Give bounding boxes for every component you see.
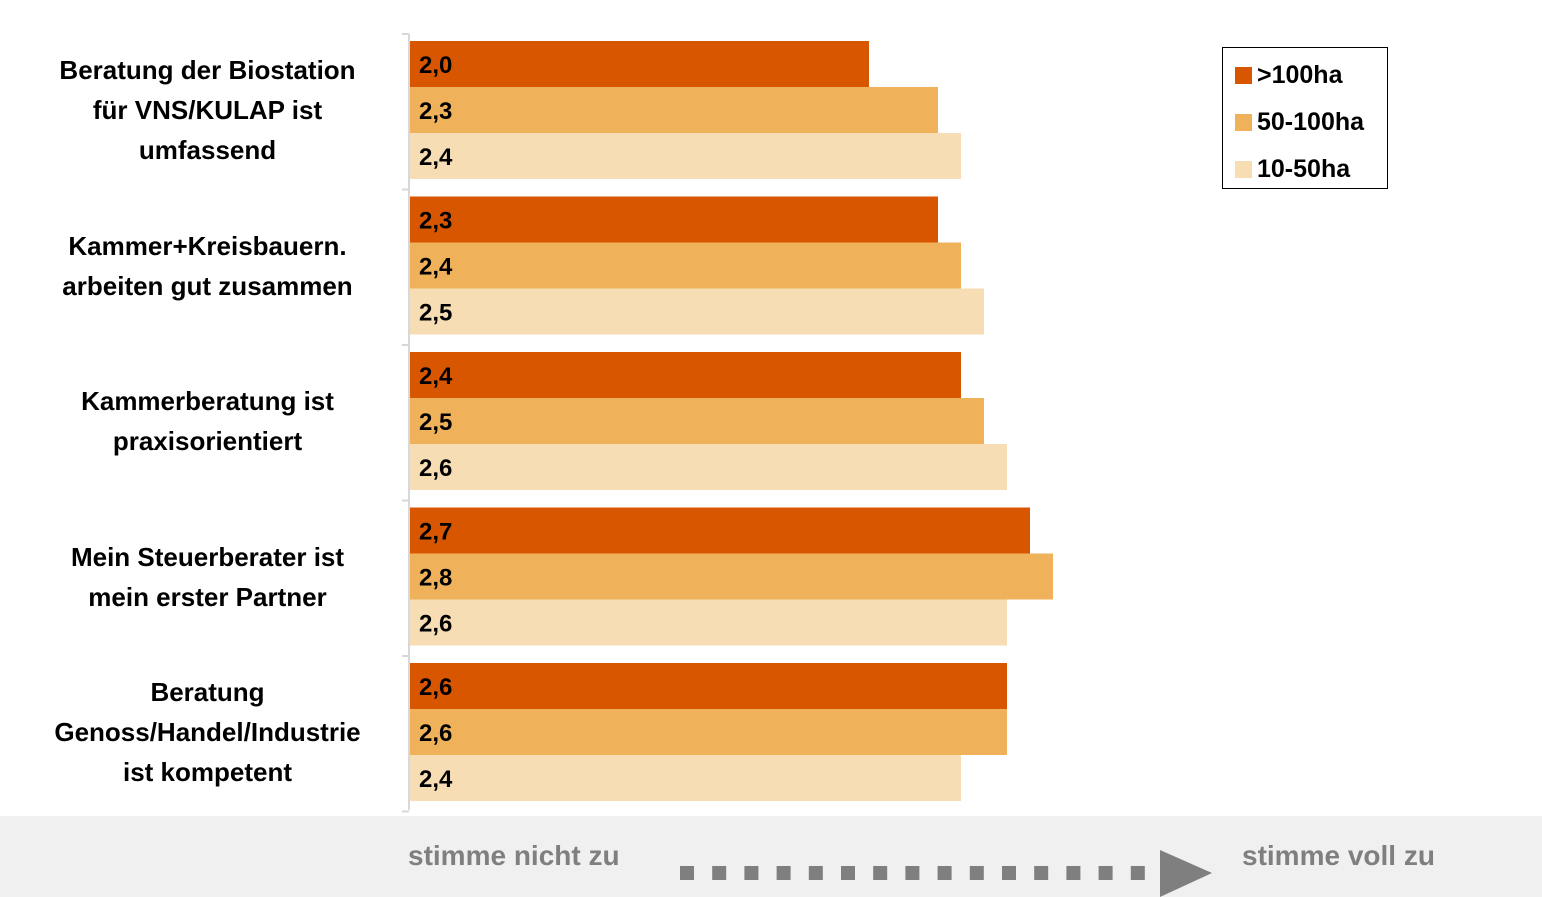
category-label-line: arbeiten gut zusammen xyxy=(62,270,353,301)
category-label-line: Kammerberatung ist xyxy=(81,386,334,416)
data-label-4-2: 2,8 xyxy=(419,565,452,592)
bar-3-1 xyxy=(409,352,961,398)
data-label-2-3: 2,5 xyxy=(419,300,452,327)
data-label-1-1: 2,0 xyxy=(419,52,452,79)
data-label-5-2: 2,6 xyxy=(419,720,452,747)
scale-arrow-dash xyxy=(841,866,855,880)
data-label-5-1: 2,6 xyxy=(419,674,452,701)
bar-1-3 xyxy=(409,133,961,179)
bar-2-1 xyxy=(409,196,938,243)
scale-arrow-dash xyxy=(1130,866,1145,880)
legend-label: 10-50ha xyxy=(1257,154,1351,183)
bar-1-1 xyxy=(409,41,869,87)
scale-arrow-dash xyxy=(680,866,694,880)
scale-arrow xyxy=(680,850,1212,897)
category-label-line: ist kompetent xyxy=(122,757,293,787)
chart-area: 2,0 2,3 2,4 2,3 2,4 2,5 2,4 2,5 2,6 2,7 2,8 2,6 2,6 2… xyxy=(0,0,1542,816)
data-label-3-1: 2,4 xyxy=(419,363,453,390)
data-label-3-3: 2,6 xyxy=(419,455,452,482)
scale-label-agree: stimme voll zu xyxy=(1242,840,1435,871)
bar-2-2 xyxy=(409,242,961,289)
category-label-line: mein erster Partner xyxy=(88,581,327,612)
category-label-2: Kammer+Kreisbauern. arbeiten gut zusammen xyxy=(20,226,395,306)
scale-arrow-dash xyxy=(744,866,759,880)
scale-arrow-dash xyxy=(712,866,727,880)
scale-footer xyxy=(0,816,1542,897)
scale-arrow-dash xyxy=(1066,866,1081,880)
legend-item-2: 50-100ha xyxy=(1235,107,1364,137)
scale-arrow-dash xyxy=(969,866,984,880)
category-label-4: Mein Steuerberater ist mein erster Partne… xyxy=(20,537,395,617)
scale-arrow-dash xyxy=(905,866,920,880)
scale-arrow-dash xyxy=(937,866,952,880)
data-label-2-1: 2,3 xyxy=(419,208,452,235)
category-label-line: Mein Steuerberater ist xyxy=(70,541,345,572)
legend-item-1: >100ha xyxy=(1235,60,1343,90)
bar-4-1 xyxy=(409,507,1030,554)
category-label-line: Beratung xyxy=(150,677,265,707)
bar-1-2 xyxy=(409,87,938,133)
legend-swatch xyxy=(1235,113,1252,131)
category-label-3: Kammerberatung ist praxisorientiert xyxy=(20,381,395,461)
category-label-line: Kammer+Kreisbauern. xyxy=(68,230,347,261)
scale-arrow-dash xyxy=(1034,866,1049,880)
bar-2-3 xyxy=(409,288,984,335)
category-label-line: Genoss/Handel/Industrie xyxy=(54,717,361,747)
data-label-4-1: 2,7 xyxy=(419,519,452,546)
bar-4-2 xyxy=(409,553,1053,600)
scale-arrow-dash xyxy=(1098,866,1113,880)
scale-arrow-dash xyxy=(776,866,791,880)
legend-label: 50-100ha xyxy=(1257,107,1365,136)
data-label-2-2: 2,4 xyxy=(419,254,453,281)
category-label-line: praxisorientiert xyxy=(112,426,303,456)
scale-arrow-dash xyxy=(873,866,888,880)
category-label-line: Beratung der Biostation xyxy=(59,55,356,85)
category-label-1: Beratung der Biostation für VNS/KULAP ist… xyxy=(20,50,395,170)
legend: >100ha 50-100ha 10-50ha xyxy=(1222,47,1388,189)
scale-label-disagree: stimme nicht zu xyxy=(408,840,620,871)
legend-swatch xyxy=(1235,66,1252,84)
category-label-line: umfassend xyxy=(138,135,277,165)
legend-swatch xyxy=(1235,160,1252,178)
bar-5-1 xyxy=(409,663,1007,709)
bar-4-3 xyxy=(409,599,1007,646)
legend-item-3: 10-50ha xyxy=(1235,154,1350,184)
bar-chart: 2,0 2,3 2,4 2,3 2,4 2,5 2,4 2,5 2,6 2,7 2,8 2,6 2,6 2… xyxy=(402,33,1053,813)
scale-arrow-head xyxy=(1160,850,1212,897)
category-label-line: für VNS/KULAP ist xyxy=(92,95,323,125)
category-label-5: Beratung Genoss/Handel/Industrie ist kompe… xyxy=(20,672,395,792)
scale-arrow-dash xyxy=(1002,866,1016,880)
legend-label: >100ha xyxy=(1257,60,1343,89)
bar-3-3 xyxy=(409,444,1007,490)
data-label-3-2: 2,5 xyxy=(419,409,452,436)
bar-5-2 xyxy=(409,709,1007,755)
bar-5-3 xyxy=(409,755,961,801)
scale-arrow-dash xyxy=(808,866,823,880)
data-label-5-3: 2,4 xyxy=(419,766,453,793)
bar-3-2 xyxy=(409,398,984,444)
data-label-4-3: 2,6 xyxy=(419,611,452,638)
data-label-1-3: 2,4 xyxy=(419,144,453,171)
data-label-1-2: 2,3 xyxy=(419,98,452,125)
